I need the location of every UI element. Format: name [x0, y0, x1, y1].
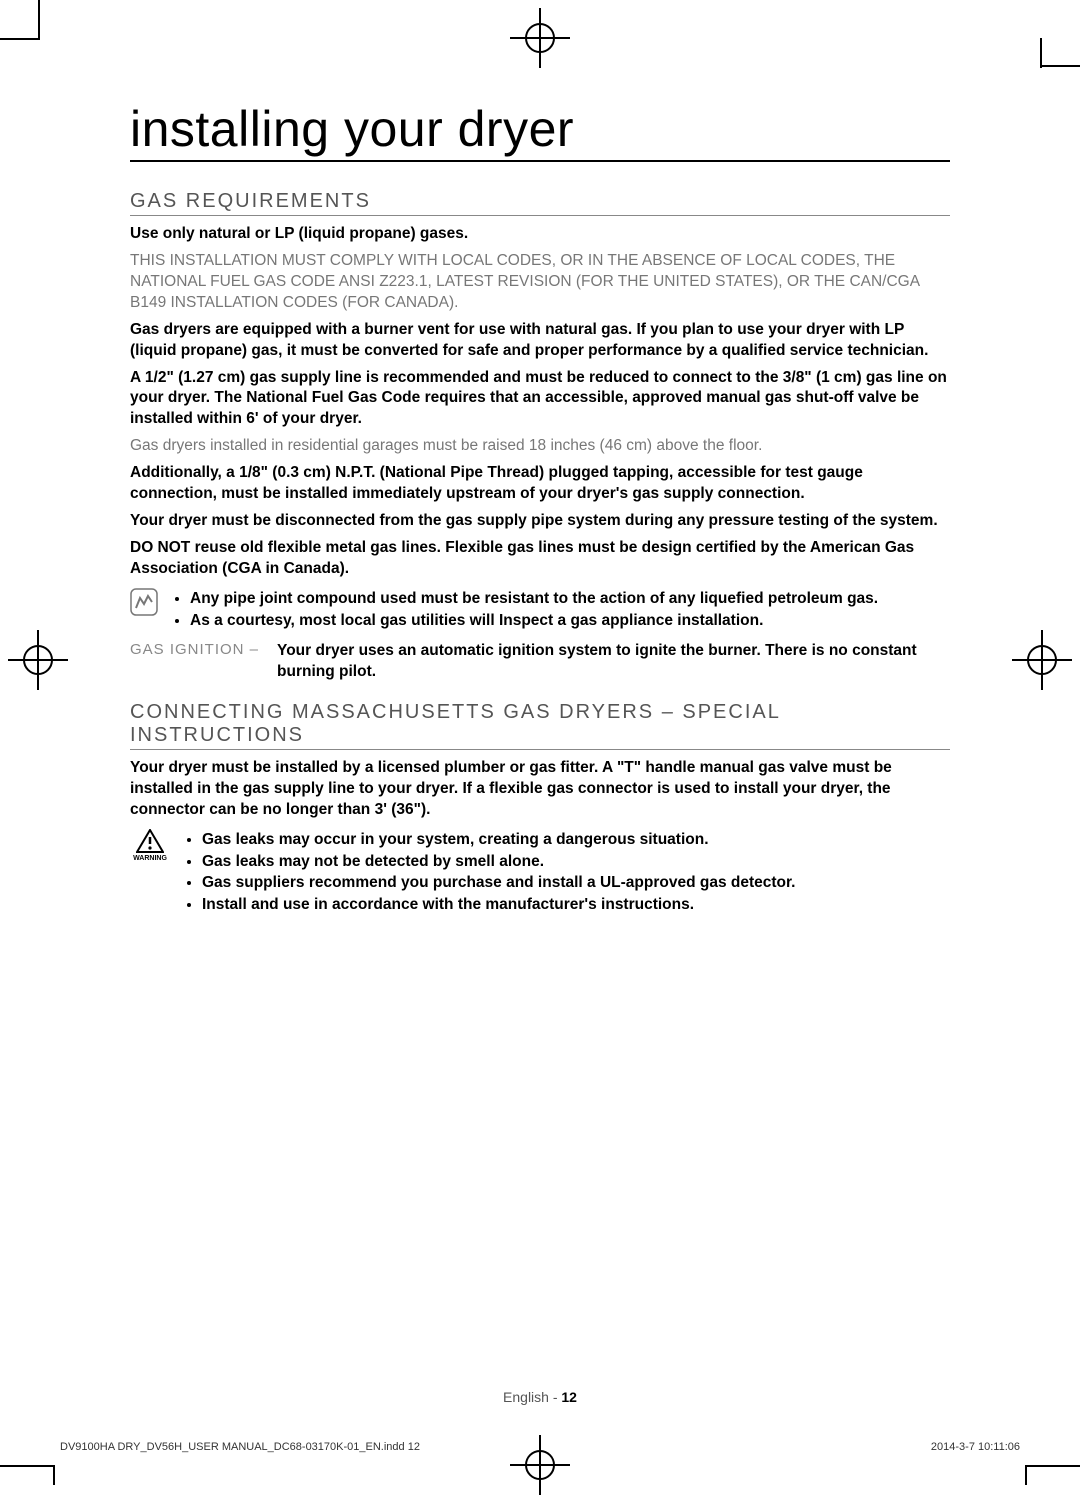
section-heading-massachusetts: CONNECTING MASSACHUSETTS GAS DRYERS – SP…	[130, 701, 950, 750]
gas-ignition-row: GAS IGNITION – Your dryer uses an automa…	[130, 641, 950, 683]
gas-ignition-text: Your dryer uses an automatic ignition sy…	[277, 641, 950, 683]
note-icon	[130, 588, 158, 621]
list-item: Gas suppliers recommend you purchase and…	[202, 872, 795, 894]
crop-mark	[38, 0, 40, 40]
warning-block: WARNING Gas leaks may occur in your syst…	[130, 829, 950, 916]
registration-mark-icon	[510, 8, 570, 68]
body-text: Use only natural or LP (liquid propane) …	[130, 224, 950, 245]
crop-mark	[53, 1465, 55, 1485]
body-text: Your dryer must be installed by a licens…	[130, 758, 950, 821]
crop-mark	[1040, 65, 1080, 67]
body-text: THIS INSTALLATION MUST COMPLY WITH LOCAL…	[130, 251, 950, 314]
registration-mark-icon	[1012, 630, 1072, 690]
crop-mark	[0, 38, 40, 40]
body-text: A 1/2" (1.27 cm) gas supply line is reco…	[130, 368, 950, 431]
page-title: installing your dryer	[130, 100, 950, 162]
section-heading-gas-requirements: GAS REQUIREMENTS	[130, 190, 950, 216]
warning-icon: WARNING	[130, 829, 170, 862]
warning-label: WARNING	[130, 855, 170, 862]
warning-list: Gas leaks may occur in your system, crea…	[180, 829, 795, 916]
page-footer: English - 12	[0, 1389, 1080, 1405]
footer-metadata: DV9100HA DRY_DV56H_USER MANUAL_DC68-0317…	[60, 1441, 1020, 1453]
list-item: Any pipe joint compound used must be res…	[190, 588, 878, 610]
body-text: Gas dryers are equipped with a burner ve…	[130, 320, 950, 362]
list-item: As a courtesy, most local gas utilities …	[190, 610, 878, 632]
body-text: Your dryer must be disconnected from the…	[130, 511, 950, 532]
registration-mark-icon	[8, 630, 68, 690]
list-item: Install and use in accordance with the m…	[202, 894, 795, 916]
list-item: Gas leaks may occur in your system, crea…	[202, 829, 795, 851]
footer-doc-ref: DV9100HA DRY_DV56H_USER MANUAL_DC68-0317…	[60, 1441, 420, 1453]
body-text: DO NOT reuse old flexible metal gas line…	[130, 538, 950, 580]
footer-timestamp: 2014-3-7 10:11:06	[931, 1441, 1020, 1453]
note-list: Any pipe joint compound used must be res…	[168, 588, 878, 631]
crop-mark	[1025, 1465, 1027, 1485]
body-text: Gas dryers installed in residential gara…	[130, 436, 950, 457]
crop-mark	[1025, 1465, 1080, 1467]
body-text: Additionally, a 1/8" (0.3 cm) N.P.T. (Na…	[130, 463, 950, 505]
note-block: Any pipe joint compound used must be res…	[130, 588, 950, 631]
gas-ignition-label: GAS IGNITION –	[130, 641, 259, 683]
list-item: Gas leaks may not be detected by smell a…	[202, 851, 795, 873]
footer-language: English -	[503, 1389, 561, 1405]
crop-mark	[0, 1465, 55, 1467]
crop-mark	[1040, 38, 1042, 68]
page-content: installing your dryer GAS REQUIREMENTS U…	[130, 100, 950, 924]
footer-page-number: 12	[561, 1389, 577, 1405]
